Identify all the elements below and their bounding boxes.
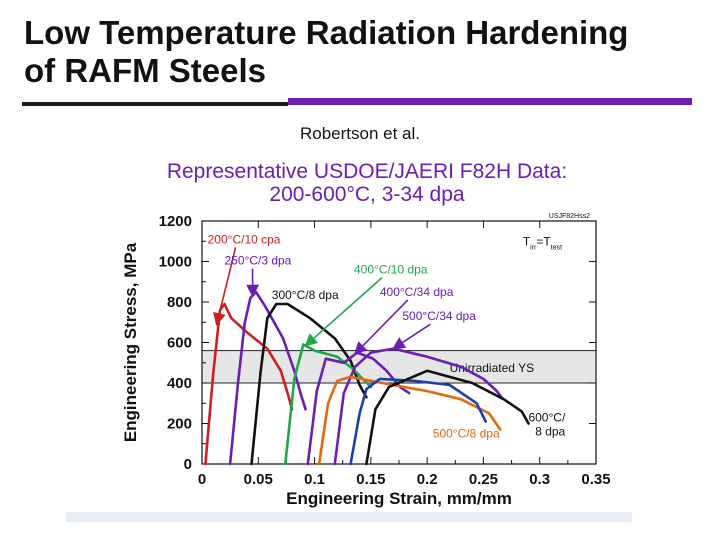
unirradiated-ys-band <box>201 350 597 384</box>
annotation-label: 200°C/10 cpa <box>208 232 281 246</box>
x-tick-label: 0.1 <box>304 471 325 488</box>
annotation-label: 300°C/8 dpa <box>272 288 339 302</box>
condition-part: =T <box>536 234 551 248</box>
condition-part: irr <box>530 244 537 251</box>
annotation-arrow <box>304 277 383 347</box>
x-tick-label: 0.05 <box>244 471 273 488</box>
annotation-label: 600°C/ <box>528 410 565 424</box>
x-axis-label: Engineering Strain, mm/mm <box>286 489 512 508</box>
chart-title: Representative USDOE/JAERI F82H Data: <box>167 160 567 183</box>
slide-title-line1: Low Temperature Radiation Hardening <box>24 14 629 51</box>
y-tick-label: 800 <box>167 294 192 311</box>
annotation-arrow <box>353 299 409 355</box>
series-curve-2 <box>228 290 307 466</box>
series-curve-9 <box>365 369 530 466</box>
series-curve-8 <box>349 377 487 466</box>
bottom-decorative-strip <box>66 512 632 522</box>
y-tick-label: 600 <box>167 335 192 352</box>
series-curve-6 <box>333 347 503 466</box>
stress-strain-chart: Representative USDOE/JAERI F82H Data: 20… <box>121 160 610 508</box>
annotation-arrow <box>213 247 237 326</box>
condition-part: T <box>523 234 531 248</box>
x-tick-label: 0 <box>198 471 206 488</box>
annotation-label: 250°C/3 dpa <box>225 254 292 268</box>
x-tick-label: 0.2 <box>417 471 438 488</box>
y-tick-label: 1200 <box>159 213 192 230</box>
x-tick-label: 0.35 <box>581 471 610 488</box>
series-curve-4 <box>284 343 373 466</box>
y-tick-label: 0 <box>184 456 192 473</box>
author-credit: Robertson et al. <box>299 124 420 143</box>
y-tick-label: 200 <box>167 416 192 433</box>
y-tick-label: 400 <box>167 375 192 392</box>
series-curve-1 <box>204 302 294 466</box>
chart-tag: USJF82Hss2 <box>549 213 590 220</box>
x-tick-label: 0.25 <box>469 471 498 488</box>
series-curve-3 <box>250 302 368 466</box>
annotation-label: 400°C/10 dpa <box>354 263 428 277</box>
condition-part: test <box>551 244 562 251</box>
annotation-label: 500°C/34 dpa <box>402 309 476 323</box>
chart-subtitle: 200-600°C, 3-34 dpa <box>269 183 465 206</box>
annotation-label: 400°C/34 dpa <box>380 285 454 299</box>
y-tick-label: 1000 <box>159 254 192 271</box>
slide-title-line2: of RAFM Steels <box>24 52 267 89</box>
title-underline-purple <box>288 98 692 105</box>
x-tick-label: 0.3 <box>529 471 550 488</box>
condition-label: Tirr=Ttest <box>523 234 562 251</box>
x-tick-label: 0.15 <box>356 471 385 488</box>
y-axis-label: Engineering Stress, MPa <box>121 242 140 442</box>
title-underline-black <box>22 102 288 106</box>
slide-title: Low Temperature Radiation Hardening of R… <box>24 14 704 90</box>
annotation-label: 500°C/8 dpa <box>433 427 500 441</box>
annotation-arrow <box>392 323 431 350</box>
annotation-label: 8 dpa <box>535 425 565 439</box>
